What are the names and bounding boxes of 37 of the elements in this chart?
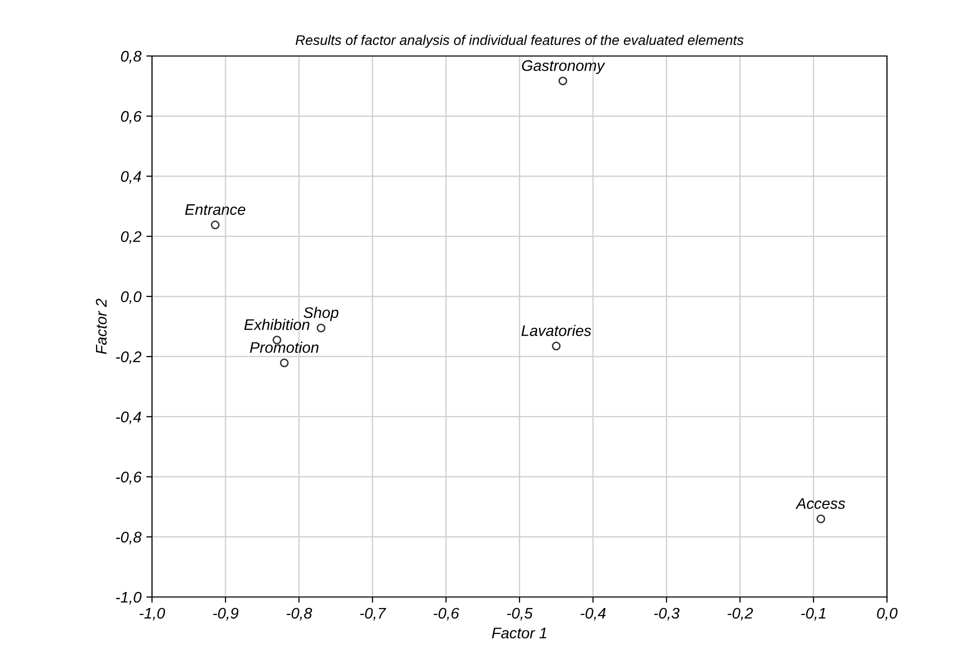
point: [210, 220, 220, 230]
y-axis-title: Factor 2: [96, 298, 107, 354]
annotation: Promotion: [250, 342, 318, 353]
y-tick-label: -0,8: [116, 532, 142, 544]
point: [552, 342, 561, 350]
x-tick-label: -0,2: [728, 608, 753, 620]
y-tick-label: -0,6: [116, 472, 142, 484]
y-tick-label: 0,6: [121, 110, 142, 124]
point: [316, 324, 326, 332]
point: [558, 76, 568, 86]
annotation: Entrance: [185, 204, 246, 215]
x-axis-title: Factor 1: [492, 628, 546, 638]
y-tick-label: 0,2: [121, 231, 142, 244]
x-tick-label: -0,7: [360, 608, 386, 620]
y-tick-label: -0,2: [116, 351, 142, 364]
x-tick-label: -0,9: [213, 608, 238, 620]
y-tick-label: -0,4: [116, 412, 142, 424]
x-tick-label: -0,4: [580, 608, 606, 620]
x-tick-label: -0,5: [507, 608, 533, 620]
x-tick-label: -0,3: [654, 608, 680, 620]
x-tick-label: -0,1: [801, 608, 826, 620]
x-tick-label: -0,6: [434, 608, 460, 620]
y-tick-label: 0,8: [121, 50, 142, 64]
annotation: Gastronomy: [522, 60, 606, 74]
y-tick-label: -1,0: [116, 592, 142, 604]
x-tick-label: 0,0: [877, 608, 898, 620]
x-tick-label: -0,8: [286, 608, 312, 620]
y-tick-label: 0,4: [121, 171, 142, 184]
annotation: Shop: [304, 306, 338, 322]
annotation: Exhibition: [244, 318, 310, 330]
x-tick-label: -1,0: [140, 608, 166, 620]
point: [816, 514, 826, 524]
annotation: Lavatories: [521, 324, 592, 336]
chart-title: Results of factor analysis of individual features of the evaluated elements: [296, 34, 744, 48]
point: [280, 358, 289, 368]
annotation: Access: [795, 498, 846, 509]
y-tick-label: 0,0: [121, 291, 142, 304]
